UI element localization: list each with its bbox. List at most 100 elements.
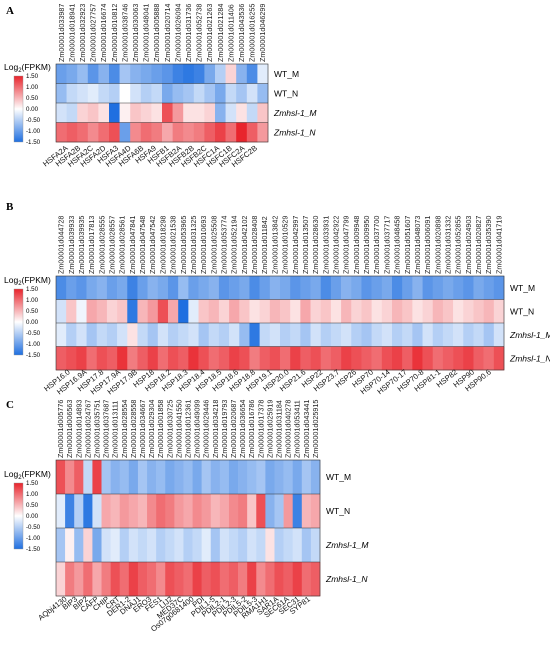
heatmap-cell [56,562,66,597]
gene-id-label: Zm00001d047542 [148,216,157,274]
heatmap-cell [274,494,284,529]
heatmap-cell [76,323,87,347]
heatmap-cell [351,276,362,300]
heatmap-cell [371,323,383,347]
heatmap-cell [77,83,89,104]
gene-id-label: Zm00001d024767 [83,400,92,458]
colorbar [13,75,24,143]
heatmap-cell [256,562,266,597]
colorbar-tick: 0.00 [26,106,39,113]
heatmap-cell [422,323,434,347]
colorbar-tick: 0.50 [26,95,39,102]
heatmap-cell [56,346,67,371]
heatmap-cell [83,494,93,529]
colorbar-tick: -1.50 [26,352,41,359]
heatmap-cell [183,122,195,143]
heatmap-cell [165,528,175,563]
heatmap-cell [174,562,184,597]
heatmap-cell [193,83,205,104]
heatmap-cell [65,562,75,597]
heatmap-cell [147,528,157,563]
heatmap-cell [66,346,77,371]
gene-id-label: Zm00001d031184 [275,400,284,458]
gene-id-label: Zm00001d012361 [184,400,193,458]
heatmap-cell [109,103,120,123]
heatmap-cell [432,276,444,300]
gene-id-label: Zm00001d021263 [205,4,214,62]
heatmap-cell [402,323,413,347]
gene-id-label: Zm00001d049099 [193,400,202,458]
heatmap-cell [66,103,78,123]
heatmap-cell [198,299,210,324]
gene-id-label: Zm00001d013507 [301,216,310,274]
heatmap-cell [301,460,312,495]
heatmap-cell [98,64,110,84]
heatmap-cell [119,562,130,597]
heatmap-cell [77,64,89,84]
gene-id-label: Zm00001d020714 [163,4,172,62]
heatmap-cell [412,323,423,347]
heatmap-cell [290,323,301,347]
heatmap-cell [265,528,275,563]
gene-id-label: Zm00001d011842 [260,216,269,274]
colorbar-tick: -1.50 [26,546,41,553]
heatmap-cell [98,122,110,143]
row-label: WT_N [510,306,534,316]
gene-id-label: Zm00001d005888 [152,4,161,62]
heatmap-cell [137,346,148,371]
heatmap-cell [156,494,166,529]
heatmap-cell [280,299,291,324]
heatmap-cell [422,276,434,300]
heatmap-cell [147,323,159,347]
heatmap-cell [442,299,454,324]
gene-id-label: Zm00001d053411 [293,400,302,458]
heatmap-cell [341,323,352,347]
heatmap-cell [168,299,179,324]
heatmap-cell [198,276,210,300]
heatmap-cell [330,276,342,300]
heatmap-cell [76,346,87,371]
gene-id-label: Zm00001d048041 [142,4,151,62]
heatmap-cell [201,562,212,597]
heatmap-cell [65,528,75,563]
heatmap-cell [432,323,444,347]
heatmap-cell [92,528,102,563]
colorbar-tick: 0.00 [26,513,39,520]
heatmap-cell [493,299,505,324]
row-label: Zmhsl-1_M [509,330,550,340]
colorbar-tick: 1.00 [26,491,39,498]
heatmap-cell [87,103,99,123]
gene-id-label: Zm00001d047841 [128,216,137,274]
heatmap-cell [310,276,322,300]
row-label: WT_N [274,88,298,98]
heatmap-cell [229,323,240,347]
heatmap-cell [119,83,131,104]
heatmap-cell [201,460,212,495]
heatmap-cell [301,494,312,529]
heatmap-cell [74,460,84,495]
heatmap-cell [483,299,495,324]
heatmap-cell [219,528,230,563]
heatmap-cell [174,460,184,495]
heatmap-cell [128,494,139,529]
heatmap-cell [86,323,98,347]
gene-id-label: Zm00001d037717 [382,216,391,274]
heatmap-cell [106,323,118,347]
heatmap-cell [151,83,163,104]
heatmap-cell [119,64,131,84]
heatmap-cell [341,346,352,371]
heatmap-cell [74,528,84,563]
heatmap-cell [219,494,230,529]
heatmap-cell [274,460,284,495]
gene-id-label: Zm00001d037700 [372,216,381,274]
heatmap-cell [412,299,423,324]
heatmap-cell [463,276,474,300]
heatmap-cell [106,276,118,300]
heatmap-cell [320,323,332,347]
heatmap-cell [292,562,303,597]
heatmap-cell [215,83,226,104]
heatmap-cell [165,562,175,597]
heatmap-cell [165,494,175,529]
heatmap-cell [330,323,342,347]
heatmap-cell [256,494,266,529]
